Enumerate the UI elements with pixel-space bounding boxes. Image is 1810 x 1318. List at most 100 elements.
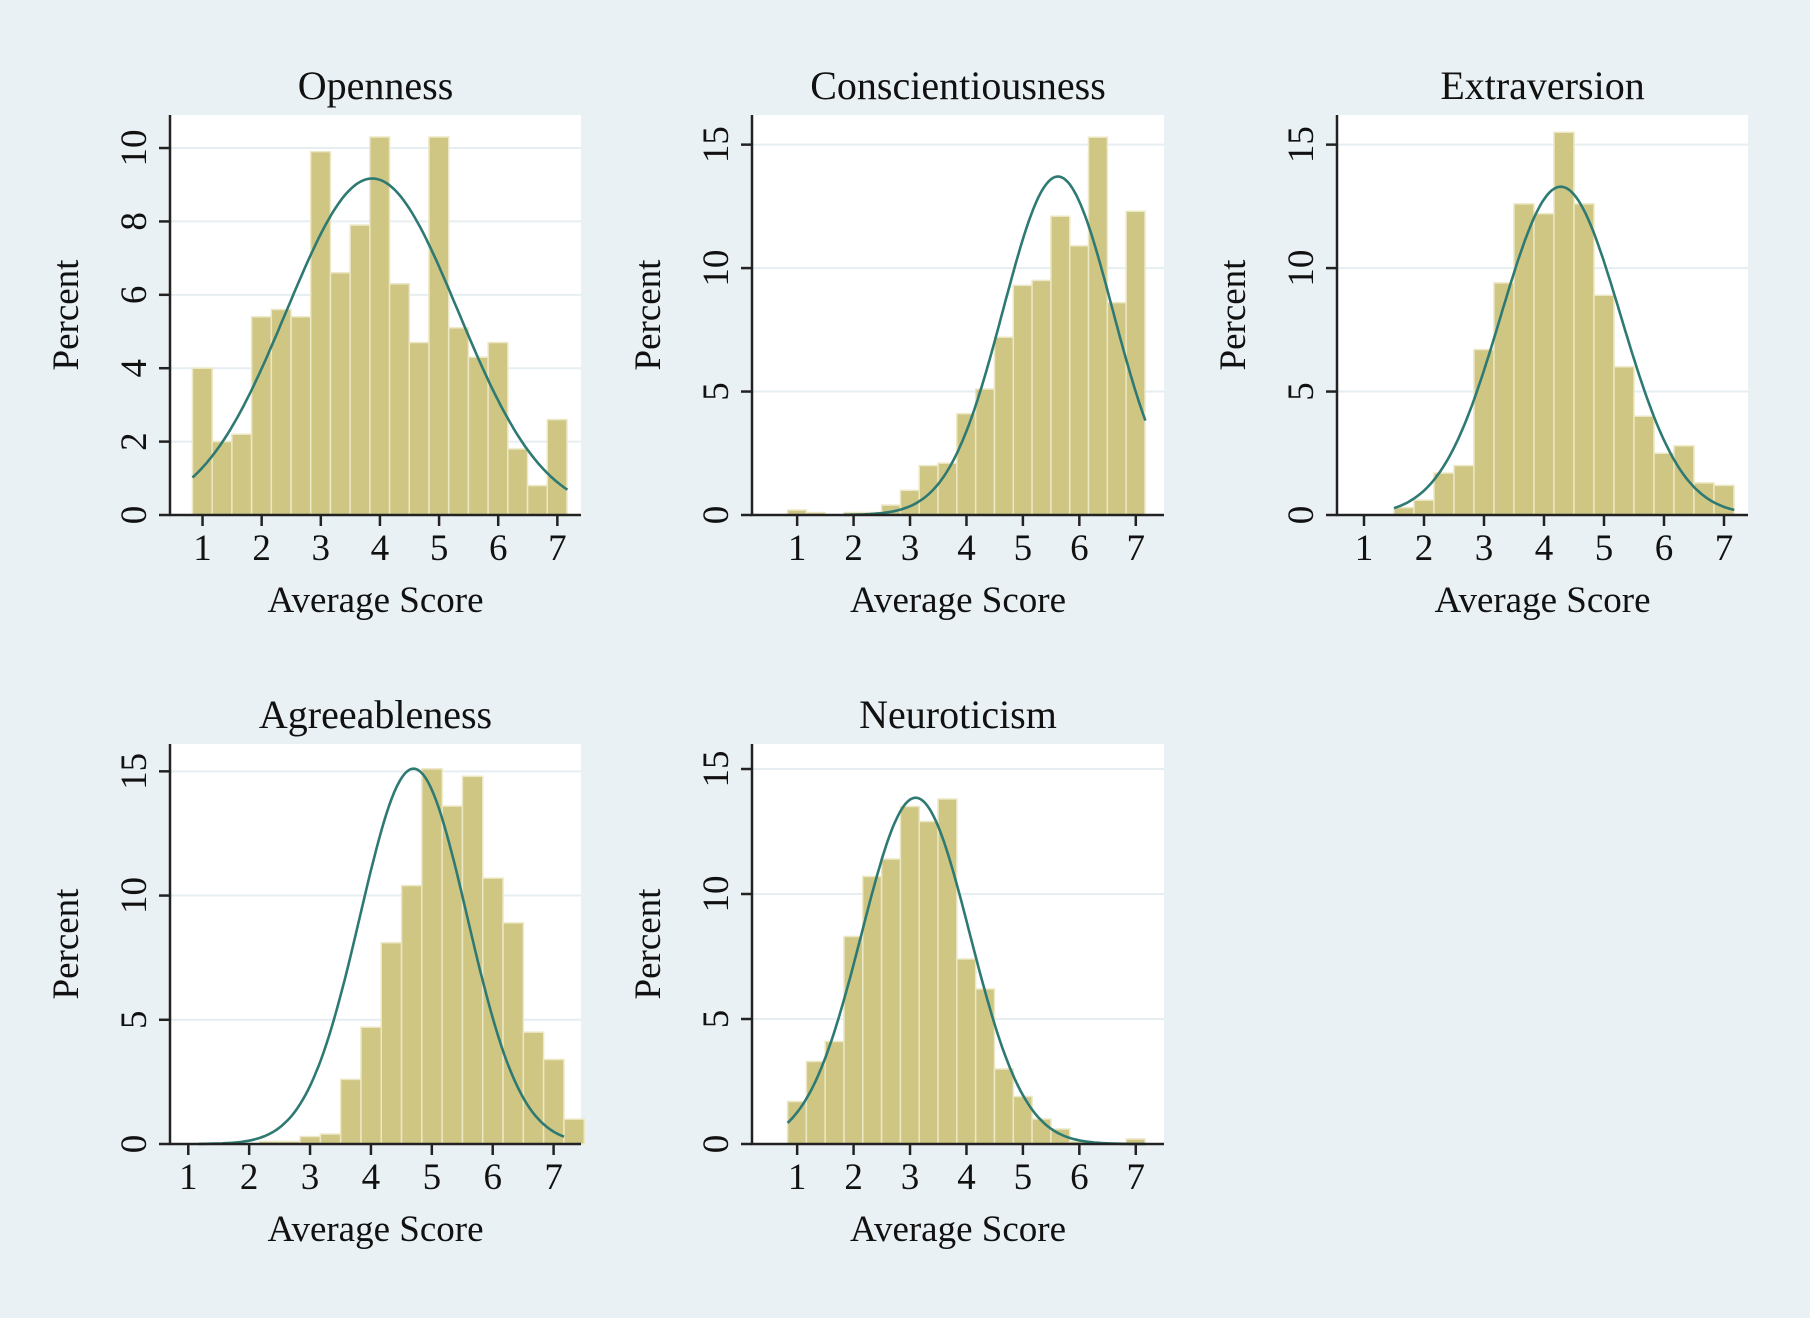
agreeableness-bar: [522, 1031, 545, 1145]
conscientiousness-y-tick-label: 15: [696, 126, 737, 163]
extraversion-x-tick-label: 2: [1415, 528, 1434, 569]
neuroticism-x-tick-label: 6: [1070, 1157, 1089, 1198]
agreeableness-y-axis-label: Percent: [46, 888, 87, 1000]
openness-bar: [507, 448, 529, 516]
extraversion-y-tick-label: 15: [1281, 126, 1322, 163]
extraversion-x-tick-label: 5: [1595, 528, 1614, 569]
openness-y-tick-label: 4: [114, 359, 155, 378]
agreeableness-y-tick-label: 10: [114, 877, 155, 914]
agreeableness-density-curve: [198, 767, 565, 1146]
agreeableness-x-tick-label: 1: [179, 1157, 198, 1198]
extraversion-y-tick-label: 0: [1281, 506, 1322, 525]
agreeableness-bar: [380, 942, 403, 1145]
openness-y-axis-label: Percent: [46, 259, 87, 371]
openness-x-tick-label: 5: [430, 528, 449, 569]
openness-bar: [467, 356, 489, 516]
extraversion-bar: [1553, 131, 1575, 516]
neuroticism-bar: [786, 1100, 808, 1145]
openness-bar: [250, 316, 273, 516]
conscientiousness-bar: [1125, 210, 1146, 516]
agreeableness-bar: [339, 1078, 362, 1145]
agreeableness-bar: [360, 1026, 383, 1145]
openness-bar: [369, 136, 391, 516]
agreeableness-bar: [400, 884, 423, 1145]
openness-bar: [546, 418, 568, 516]
extraversion-density-curve: [1393, 185, 1735, 512]
conscientiousness-x-tick-label: 7: [1127, 528, 1146, 569]
agreeableness-bar: [481, 877, 504, 1145]
neuroticism-x-axis-label: Average Score: [850, 1209, 1066, 1250]
extraversion-bar: [1573, 203, 1595, 516]
neuroticism-y-tick-label: 15: [696, 751, 737, 788]
agreeableness-x-axis-label: Average Score: [267, 1209, 483, 1250]
neuroticism-x-tick-label: 4: [957, 1157, 976, 1198]
conscientiousness-x-tick-label: 5: [1014, 528, 1033, 569]
agreeableness-x-tick-label: 6: [483, 1157, 502, 1198]
openness-y-tick-label: 8: [114, 212, 155, 231]
neuroticism-bar: [1031, 1118, 1052, 1145]
extraversion-bar: [1493, 282, 1515, 516]
openness-bar: [309, 150, 332, 516]
openness-bar: [428, 136, 450, 516]
conscientiousness-bar: [1106, 301, 1127, 516]
agreeableness-bar: [502, 922, 525, 1145]
extraversion-bar: [1513, 203, 1535, 516]
openness-bar: [349, 224, 371, 516]
extraversion-y-tick-label: 10: [1281, 250, 1322, 287]
extraversion-y-tick-label: 5: [1281, 382, 1322, 401]
extraversion-y-axis-label: Percent: [1213, 259, 1254, 371]
conscientiousness-bar: [1068, 245, 1090, 516]
agreeableness-x-tick-label: 5: [423, 1157, 442, 1198]
openness-density-curve: [191, 177, 569, 491]
openness-y-tick-label: 10: [114, 130, 155, 167]
openness-x-axis-label: Average Score: [267, 580, 483, 621]
conscientiousness-x-tick-label: 1: [788, 528, 807, 569]
openness-x-tick-label: 6: [489, 528, 508, 569]
conscientiousness-bar: [1012, 284, 1033, 516]
conscientiousness-x-tick-label: 2: [844, 528, 863, 569]
conscientiousness-x-axis-label: Average Score: [850, 580, 1066, 621]
conscientiousness-density-curve: [844, 175, 1147, 517]
agreeableness-x-tick-label: 7: [544, 1157, 563, 1198]
agreeableness-bar: [319, 1133, 342, 1145]
conscientiousness-bar: [974, 388, 996, 516]
openness-bar: [526, 484, 549, 516]
neuroticism-bar: [899, 805, 920, 1145]
conscientiousness-bar: [1087, 136, 1109, 516]
neuroticism-y-tick-label: 5: [696, 1010, 737, 1029]
extraversion-x-tick-label: 7: [1715, 528, 1734, 569]
openness-bar: [290, 316, 312, 516]
extraversion-bar: [1413, 499, 1435, 516]
neuroticism-y-tick-label: 0: [696, 1135, 737, 1154]
conscientiousness-bar: [918, 464, 939, 516]
openness-x-tick-label: 7: [548, 528, 567, 569]
extraversion-bar: [1453, 464, 1475, 516]
openness-y-tick-label: 0: [114, 506, 155, 525]
openness-bar: [447, 327, 470, 516]
conscientiousness-title: Conscientiousness: [810, 63, 1106, 108]
extraversion-bar: [1713, 484, 1735, 516]
conscientiousness-y-axis-label: Percent: [628, 259, 669, 371]
extraversion-x-tick-label: 3: [1475, 528, 1494, 569]
neuroticism-x-tick-label: 7: [1127, 1157, 1146, 1198]
openness-y-tick-label: 2: [114, 432, 155, 451]
neuroticism-x-tick-label: 3: [901, 1157, 920, 1198]
extraversion-x-tick-label: 4: [1535, 528, 1554, 569]
openness-bar: [487, 341, 509, 516]
conscientiousness-y-tick-label: 5: [696, 382, 737, 401]
extraversion-x-tick-label: 1: [1355, 528, 1374, 569]
neuroticism-bar: [956, 958, 977, 1145]
neuroticism-bar: [824, 1040, 845, 1145]
conscientiousness-y-tick-label: 0: [696, 506, 737, 525]
neuroticism-bar: [805, 1060, 826, 1145]
agreeableness-x-tick-label: 3: [301, 1157, 320, 1198]
extraversion-x-axis-label: Average Score: [1434, 580, 1650, 621]
conscientiousness-bar: [993, 336, 1015, 516]
extraversion-bar: [1533, 213, 1555, 516]
